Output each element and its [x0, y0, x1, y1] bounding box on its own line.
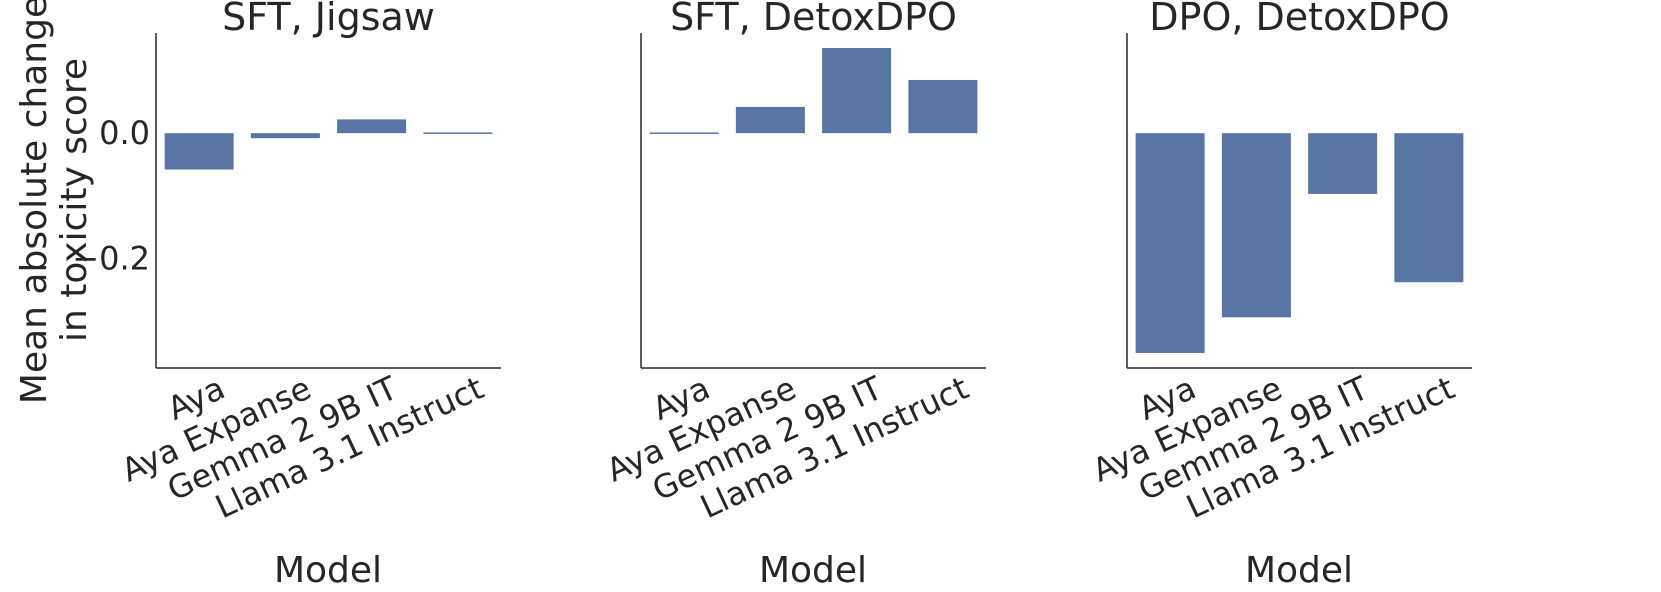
panel-title: DPO, DetoxDPO: [1149, 0, 1449, 39]
y-axis-label-line: in toxicity score: [54, 58, 95, 342]
x-axis-label: Model: [274, 550, 382, 591]
x-axis-label: Model: [1245, 550, 1353, 591]
bar: [908, 79, 978, 134]
y-axis-label-line: Mean absolute change: [14, 0, 55, 404]
bar: [250, 133, 320, 139]
y-tick-label: −0.2: [72, 239, 150, 277]
bar: [423, 132, 493, 134]
bar: [822, 48, 892, 134]
bar: [1221, 133, 1291, 318]
bar: [1135, 133, 1205, 353]
panel-title: SFT, Jigsaw: [222, 0, 435, 39]
bar: [1394, 133, 1464, 283]
svg-text:Mean absolute changein toxicit: Mean absolute changein toxicity score: [14, 0, 95, 404]
bar: [164, 133, 234, 170]
x-axis-label: Model: [759, 550, 867, 591]
bar: [337, 119, 407, 134]
bar: [1308, 133, 1378, 194]
y-axis-label: Mean absolute changein toxicity score: [14, 0, 95, 404]
bar: [649, 132, 719, 134]
panel-title: SFT, DetoxDPO: [670, 0, 957, 39]
y-tick-label: 0.0: [99, 114, 150, 152]
bar: [735, 106, 805, 134]
